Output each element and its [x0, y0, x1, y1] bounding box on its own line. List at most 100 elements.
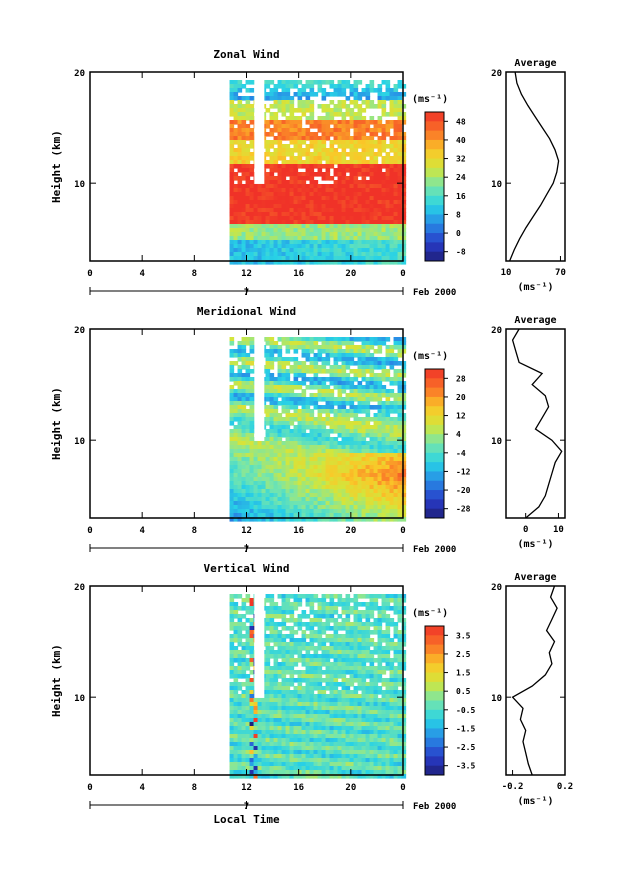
x-tick-label: 0	[87, 526, 92, 536]
colorbar-segment	[425, 691, 444, 701]
colorbar-tick-label: 2.5	[456, 650, 471, 659]
profile-y-tick-label: 20	[491, 326, 502, 336]
profile-line	[511, 585, 558, 776]
profile-frame	[505, 71, 566, 262]
colorbar-tick-label: 12	[456, 412, 466, 421]
data-gap	[254, 594, 265, 698]
colorbar-segment	[425, 233, 444, 243]
colorbar-tick-label: -0.5	[456, 706, 475, 715]
x-tick-label: 4	[139, 269, 145, 279]
colorbar-segment	[425, 499, 444, 510]
colorbar-tick-label: 3.5	[456, 631, 471, 640]
y-tick-label: 20	[74, 69, 85, 79]
profile-x-tick-label: 10	[553, 525, 564, 535]
day-label: 7	[244, 288, 249, 298]
colorbar-tick-label: -28	[456, 505, 471, 514]
x-tick-label: 8	[192, 526, 197, 536]
x-tick-label: 0	[87, 269, 92, 279]
colorbar-segment	[425, 186, 444, 197]
colorbar-segment	[425, 443, 444, 454]
profile-line	[508, 71, 560, 262]
x-tick-label: 4	[139, 526, 145, 536]
date-label: Feb 2000	[413, 802, 456, 812]
colorbar-tick-label: -8	[456, 248, 466, 257]
colorbar-tick-label: 20	[456, 393, 466, 402]
colorbar-segment	[425, 709, 444, 720]
colorbar: (ms⁻¹) 28 20 12 4 -4 -12 -20 -28	[412, 351, 471, 519]
colorbar-segment	[425, 635, 444, 646]
average-profile: Average 10 20 -0.2 0.2 (ms⁻¹)	[491, 572, 573, 807]
y-tick-label: 10	[74, 694, 85, 704]
colorbar: (ms⁻¹) 3.5 2.5 1.5 0.5 -0.5 -1.5 -2.5 -3.5	[412, 608, 475, 776]
colorbar-segment	[425, 387, 444, 398]
profile-title: Average	[514, 315, 556, 326]
x-axis-label: Local Time	[213, 813, 280, 826]
x-tick-label: 12	[241, 269, 252, 279]
colorbar-frame	[424, 111, 445, 262]
profile-y-tick-label: 10	[491, 437, 502, 447]
colorbar-tick-label: 4	[456, 430, 461, 439]
colorbar-segment	[425, 747, 444, 757]
average-profile: Average 10 20 10 70(ms⁻¹)	[491, 58, 566, 293]
profile-frame	[505, 328, 566, 519]
colorbar-segment	[425, 508, 444, 519]
colorbar-segment	[425, 765, 444, 776]
profile-title: Average	[514, 58, 556, 69]
colorbar-tick-label: 48	[456, 117, 466, 126]
colorbar-segment	[425, 424, 444, 435]
colorbar-segment	[425, 471, 444, 482]
colorbar-tick-label: 0	[456, 229, 461, 238]
colorbar-segment	[425, 737, 444, 748]
x-tick-label: 16	[293, 526, 304, 536]
colorbar-segment	[425, 728, 444, 739]
profile-x-tick-label: 70	[555, 268, 566, 278]
colorbar-segment	[425, 719, 444, 729]
day-label: 7	[244, 545, 249, 555]
colorbar-segment	[425, 158, 444, 169]
x-tick-label: 8	[192, 269, 197, 279]
colorbar-segment	[425, 167, 444, 178]
date-label: Feb 2000	[413, 545, 456, 555]
colorbar-unit: (ms⁻¹)	[412, 608, 448, 619]
y-axis-label: Height (km)	[50, 130, 63, 203]
colorbar-segment	[425, 480, 444, 491]
colorbar-segment	[425, 681, 444, 692]
profile-x-label: (ms⁻¹)	[517, 796, 553, 807]
colorbar-segment	[425, 462, 444, 472]
colorbar-segment	[425, 112, 444, 122]
colorbar-segment	[425, 396, 444, 407]
x-tick-label: 0	[87, 783, 92, 793]
colorbar-segment	[425, 406, 444, 417]
panel-title: Meridional Wind	[197, 305, 296, 318]
x-tick-label: 20	[345, 783, 356, 793]
colorbar-segment	[425, 121, 444, 132]
colorbar-segment	[425, 369, 444, 379]
y-axis-label: Height (km)	[50, 387, 63, 460]
profile-x-tick-label: 0.2	[557, 782, 573, 792]
colorbar-tick-label: 40	[456, 136, 466, 145]
colorbar-segment	[425, 663, 444, 674]
colorbar-tick-label: -20	[456, 486, 471, 495]
heatmap-field	[229, 337, 407, 522]
profile-y-tick-label: 20	[491, 69, 502, 79]
colorbar-tick-label: 28	[456, 374, 466, 383]
colorbar-segment	[425, 130, 444, 141]
x-tick-label: 12	[241, 526, 252, 536]
x-tick-label: 0	[400, 269, 405, 279]
colorbar-segment	[425, 644, 444, 655]
heatmap-field	[229, 80, 407, 265]
colorbar-tick-label: -3.5	[456, 762, 475, 771]
colorbar-segment	[425, 139, 444, 150]
colorbar-frame	[424, 625, 445, 776]
colorbar-segment	[425, 177, 444, 187]
x-tick-label: 4	[139, 783, 145, 793]
colorbar-segment	[425, 415, 444, 426]
x-tick-label: 12	[241, 783, 252, 793]
profile-x-tick-label: 10	[501, 268, 512, 278]
profile-line	[511, 328, 563, 519]
colorbar-tick-label: -2.5	[456, 743, 475, 752]
colorbar-segment	[425, 434, 444, 444]
